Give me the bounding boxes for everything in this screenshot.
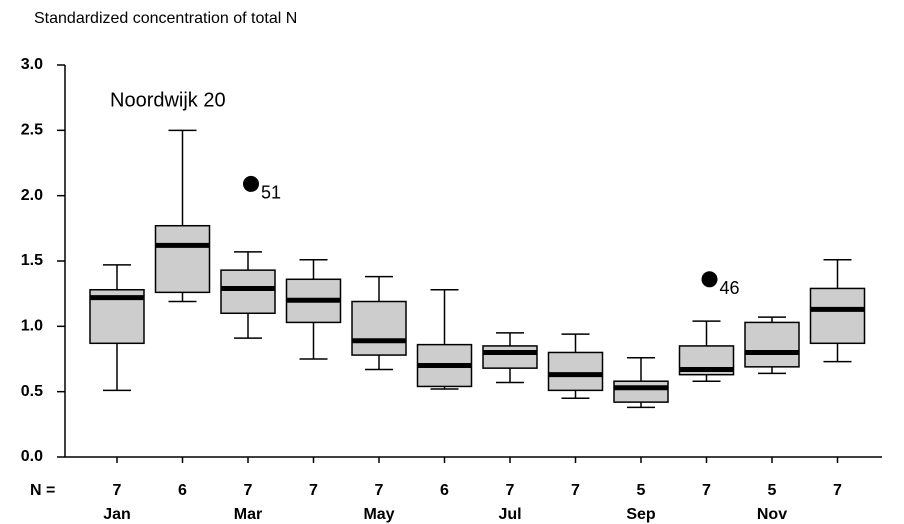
outlier (243, 175, 259, 192)
y-tick-label: 1.0 (21, 318, 43, 335)
box (744, 321, 800, 368)
n-count: 7 (113, 482, 122, 499)
n-count: 7 (244, 482, 253, 499)
n-count: 7 (309, 482, 318, 499)
n-count: 5 (768, 482, 777, 499)
box (220, 269, 276, 315)
y-tick-label: 0.5 (21, 383, 43, 400)
outlier-label: 51 (261, 183, 281, 203)
box (482, 345, 538, 369)
n-count: 7 (375, 482, 384, 499)
box (154, 224, 211, 294)
n-count: 5 (637, 482, 646, 499)
box (613, 380, 669, 403)
n-label: N = (30, 482, 55, 499)
x-tick-label: Jul (498, 506, 521, 523)
x-tick-label: Mar (234, 506, 262, 523)
outlier-label: 46 (720, 278, 740, 298)
box (809, 287, 866, 345)
n-count: 6 (178, 482, 187, 499)
y-tick-label: 2.5 (21, 122, 43, 139)
x-tick-label: Jan (103, 506, 131, 523)
n-count: 7 (833, 482, 842, 499)
n-count: 7 (506, 482, 515, 499)
x-tick-label: Nov (757, 506, 787, 523)
y-tick-label: 1.5 (21, 252, 43, 269)
y-tick-label: 3.0 (21, 56, 43, 73)
n-count: 7 (571, 482, 580, 499)
box (351, 300, 407, 356)
annotation: Noordwijk 20 (110, 89, 226, 111)
y-tick-label: 0.0 (21, 448, 43, 465)
outlier (701, 271, 718, 288)
n-count: 6 (440, 482, 449, 499)
x-tick-label: Sep (626, 506, 656, 523)
n-count: 7 (702, 482, 711, 499)
x-tick-label: May (363, 506, 394, 523)
box (547, 351, 604, 392)
y-tick-label: 2.0 (21, 187, 43, 204)
chart-title: Standardized concentration of total N (34, 10, 297, 27)
